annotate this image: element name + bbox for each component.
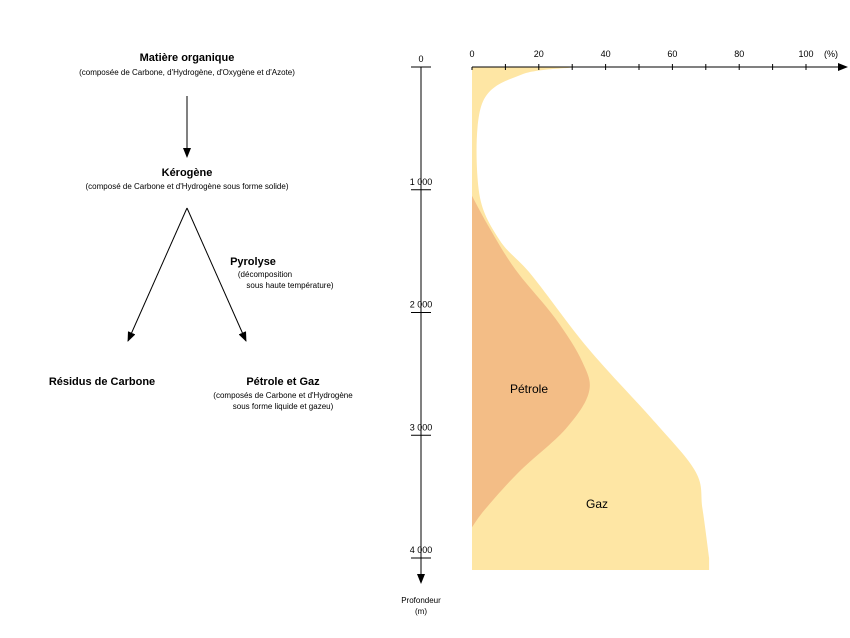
organic-matter-detail: (composée de Carbone, d'Hydrogène, d'Oxy… bbox=[79, 68, 295, 77]
kerogen-detail: (composé de Carbone et d'Hydrogène sous … bbox=[85, 182, 289, 191]
depth-tick-label: 3 000 bbox=[410, 422, 433, 432]
kerogen-title: Kérogène bbox=[161, 167, 213, 179]
oil-gas-title: Pétrole et Gaz bbox=[246, 376, 320, 388]
depth-tick-label: 4 000 bbox=[410, 545, 433, 555]
arrow-kerogen-to-residue bbox=[127, 207, 188, 342]
oil-gas-detail-line2: sous forme liquide et gazeu) bbox=[232, 402, 334, 411]
depth-tick-label: 2 000 bbox=[410, 300, 433, 310]
gas-series-label: Gaz bbox=[586, 497, 608, 511]
percent-tick-label: 20 bbox=[534, 49, 544, 59]
depth-axis-unit: (m) bbox=[415, 607, 427, 616]
pyrolysis-detail-line1: (décomposition bbox=[237, 270, 293, 279]
pyrolysis-detail-line2: sous haute température) bbox=[246, 281, 334, 290]
oil-area bbox=[472, 195, 590, 528]
percent-tick-label: 0 bbox=[469, 49, 474, 59]
pyrolysis-title: Pyrolyse bbox=[230, 256, 276, 268]
oil-gas-detail-line1: (composés de Carbone et d'Hydrogène bbox=[213, 391, 353, 400]
percent-tick-label: 80 bbox=[734, 49, 744, 59]
arrow-kerogen-to-oil-gas bbox=[186, 207, 247, 342]
depth-tick-label: 0 bbox=[418, 54, 423, 64]
depth-axis-label: Profondeur bbox=[401, 596, 441, 605]
percent-tick-label: 100 bbox=[798, 49, 813, 59]
depth-tick-label: 1 000 bbox=[410, 177, 433, 187]
depth-axis-arrow bbox=[417, 574, 425, 584]
percent-axis-unit: (%) bbox=[824, 49, 838, 59]
organic-matter-title: Matière organique bbox=[139, 52, 235, 64]
oil-series-label: Pétrole bbox=[510, 382, 548, 396]
depth-chart: Pétrole Gaz 0 1 000 2 000 3 000 4 000 Profondeu… bbox=[401, 49, 848, 616]
percent-tick-label: 40 bbox=[601, 49, 611, 59]
percent-axis-arrow bbox=[838, 63, 848, 71]
carbon-residue-title: Résidus de Carbone bbox=[48, 376, 156, 388]
percent-tick-label: 60 bbox=[667, 49, 677, 59]
